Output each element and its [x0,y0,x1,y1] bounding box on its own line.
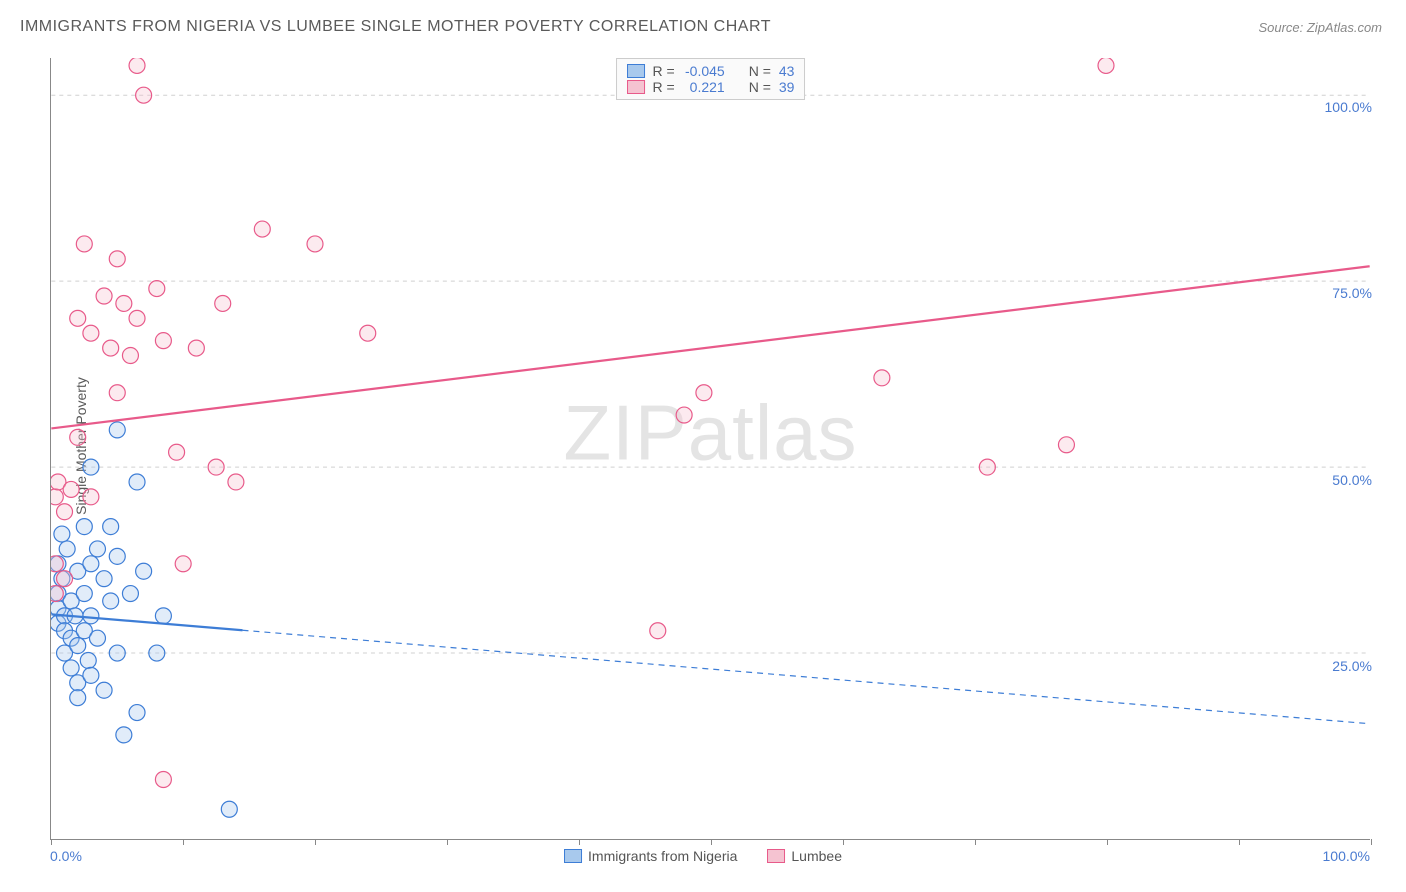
x-tick [1239,839,1240,845]
x-tick [1107,839,1108,845]
x-tick [843,839,844,845]
plot-area: ZIPatlas R = -0.045 N = 43 R = 0.221 N =… [50,58,1370,840]
x-tick [975,839,976,845]
legend-swatch-lumbee-2 [767,849,785,863]
legend-swatch-lumbee [627,80,645,94]
x-tick [579,839,580,845]
n-val-lumbee: 39 [779,79,795,95]
x-axis-max-label: 100.0% [1323,848,1370,864]
n-label: N = [749,63,771,79]
legend-item-nigeria: Immigrants from Nigeria [564,848,737,864]
plot-svg [51,58,1370,839]
legend-item-lumbee: Lumbee [767,848,842,864]
r-val-nigeria: -0.045 [683,63,725,79]
chart-container: IMMIGRANTS FROM NIGERIA VS LUMBEE SINGLE… [0,0,1406,892]
x-axis-min-label: 0.0% [50,848,82,864]
legend-label-lumbee: Lumbee [791,848,842,864]
source-attribution: Source: ZipAtlas.com [1258,20,1382,35]
chart-title: IMMIGRANTS FROM NIGERIA VS LUMBEE SINGLE… [20,18,771,36]
n-label-2: N = [749,79,771,95]
x-tick [183,839,184,845]
r-label-2: R = [653,79,675,95]
x-tick [315,839,316,845]
legend-swatch-nigeria-2 [564,849,582,863]
n-val-nigeria: 43 [779,63,795,79]
r-val-lumbee: 0.221 [683,79,725,95]
legend-row-lumbee: R = 0.221 N = 39 [627,79,795,95]
x-tick [51,839,52,845]
r-label: R = [653,63,675,79]
x-tick [711,839,712,845]
legend-bottom: Immigrants from Nigeria Lumbee [564,848,842,864]
legend-stats: R = -0.045 N = 43 R = 0.221 N = 39 [616,58,806,100]
x-tick [1371,839,1372,845]
x-tick [447,839,448,845]
legend-swatch-nigeria [627,64,645,78]
legend-row-nigeria: R = -0.045 N = 43 [627,63,795,79]
legend-label-nigeria: Immigrants from Nigeria [588,848,737,864]
